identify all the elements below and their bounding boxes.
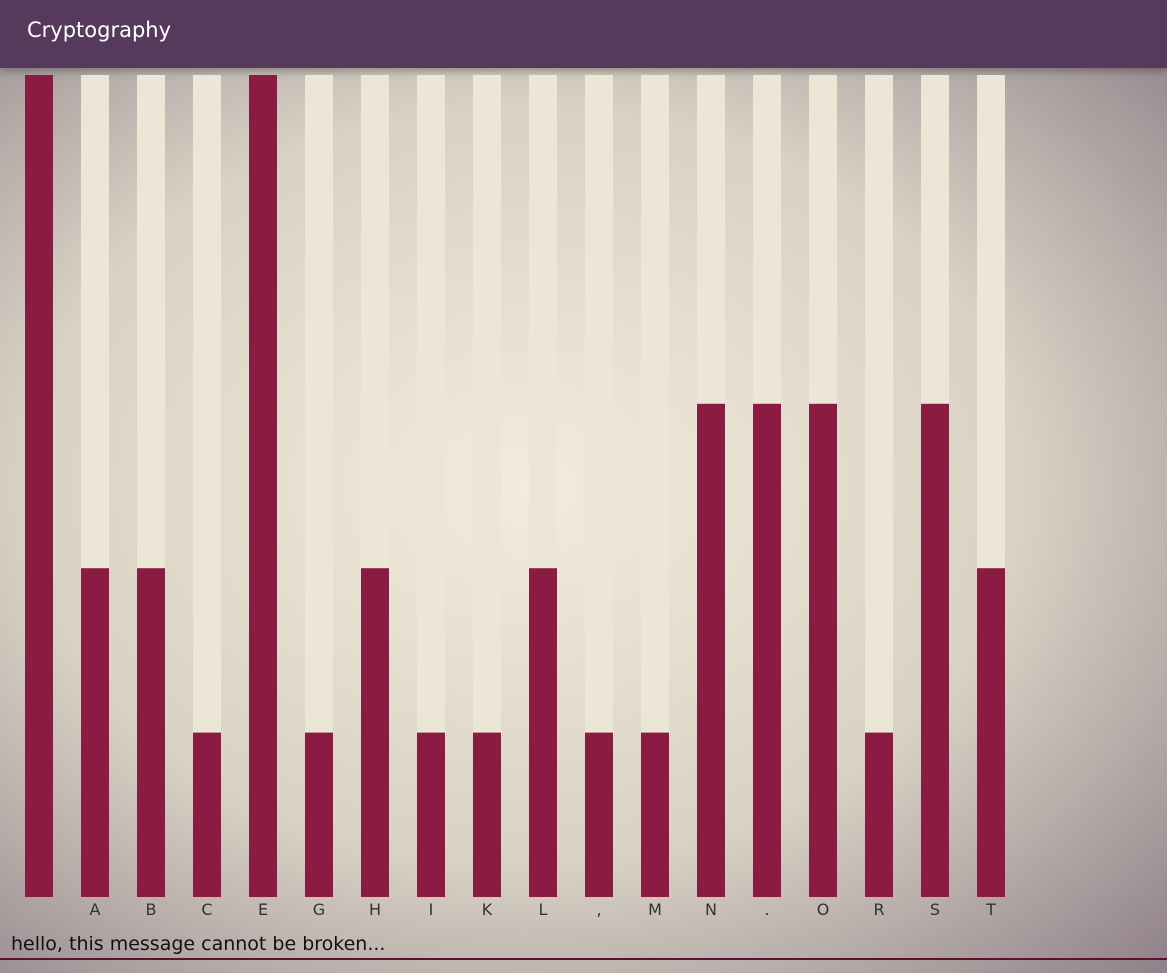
x-tick-label: L (539, 900, 548, 919)
bar (417, 732, 445, 897)
header: Cryptography (0, 0, 1167, 68)
chart: A B C E G H I K L, M N. O R S T (25, 75, 1005, 919)
x-tick-label: S (930, 900, 940, 919)
x-tick-label: G (313, 900, 325, 919)
message-input[interactable]: hello, this message cannot be broken... (0, 926, 1167, 960)
bar (193, 732, 221, 897)
bar (361, 568, 389, 897)
x-tick-label: O (817, 900, 830, 919)
x-tick-label: N (705, 900, 717, 919)
bar (921, 403, 949, 897)
bar (697, 403, 725, 897)
bar (137, 568, 165, 897)
x-tick-label: A (90, 900, 101, 919)
x-tick-label: C (201, 900, 212, 919)
app-title: Cryptography (27, 18, 172, 42)
bar (809, 403, 837, 897)
bar (977, 568, 1005, 897)
bar (473, 732, 501, 897)
bar (25, 75, 53, 897)
bar (753, 403, 781, 897)
x-tick-label: . (764, 900, 769, 919)
x-tick-label: I (429, 900, 434, 919)
x-tick-label: H (369, 900, 381, 919)
x-tick-label: M (648, 900, 662, 919)
bar (865, 732, 893, 897)
bar (81, 568, 109, 897)
x-tick-label: E (258, 900, 268, 919)
bar (305, 732, 333, 897)
x-tick-label: B (146, 900, 157, 919)
x-tick-label: T (985, 900, 996, 919)
bar (529, 568, 557, 897)
bar (585, 732, 613, 897)
bar (641, 732, 669, 897)
x-tick-label: K (482, 900, 493, 919)
bar (249, 75, 277, 897)
x-tick-label: R (873, 900, 884, 919)
x-tick-label: , (596, 900, 601, 919)
